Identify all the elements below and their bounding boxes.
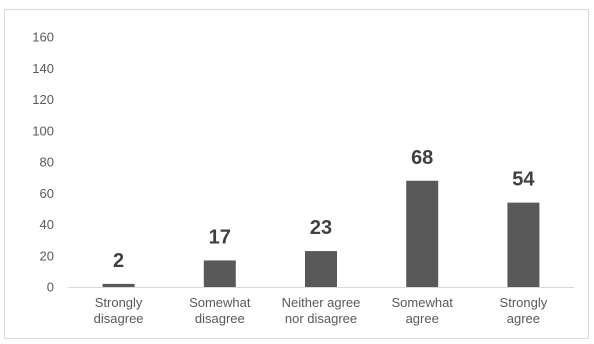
data-labels-group: 2 17 23 68 54 (113, 147, 535, 272)
bars-group (102, 180, 540, 287)
y-tick-label: 40 (40, 217, 54, 232)
data-label: 2 (113, 250, 124, 272)
category-label: Somewhat disagree (189, 295, 251, 326)
chart-area (4, 9, 589, 339)
y-tick-label: 0 (47, 280, 54, 295)
y-tick-label: 120 (32, 92, 54, 107)
category-label: Strongly agree (500, 295, 548, 326)
category-label: Strongly disagree (94, 295, 144, 326)
bar (305, 251, 337, 287)
y-tick-label: 140 (32, 61, 54, 76)
category-label-line: nor disagree (285, 311, 357, 326)
y-tick-label: 160 (32, 30, 54, 45)
y-tick-label: 20 (40, 248, 54, 263)
category-label-line: Neither agree (282, 295, 361, 310)
category-label-line: agree (507, 311, 540, 326)
y-tick-label: 60 (40, 186, 54, 201)
category-label-line: Strongly (500, 295, 548, 310)
category-label: Somewhat agree (391, 295, 453, 326)
y-axis-tick-labels: 0 20 40 60 80 100 120 140 160 (32, 30, 54, 295)
bar (507, 202, 540, 287)
category-label-line: Somewhat (189, 295, 251, 310)
category-label: Neither agree nor disagree (282, 295, 361, 326)
bar (102, 283, 135, 287)
data-label: 17 (209, 226, 231, 248)
data-label: 23 (310, 217, 332, 239)
category-label-line: disagree (195, 311, 245, 326)
data-label: 68 (411, 147, 433, 169)
category-label-line: disagree (94, 311, 144, 326)
category-label-line: Strongly (95, 295, 143, 310)
bar (203, 260, 236, 287)
category-label-line: Somewhat (391, 295, 453, 310)
bar (406, 180, 439, 287)
y-tick-label: 100 (32, 123, 54, 138)
data-label: 54 (512, 169, 535, 191)
y-tick-label: 80 (40, 155, 54, 170)
category-label-line: agree (406, 311, 439, 326)
